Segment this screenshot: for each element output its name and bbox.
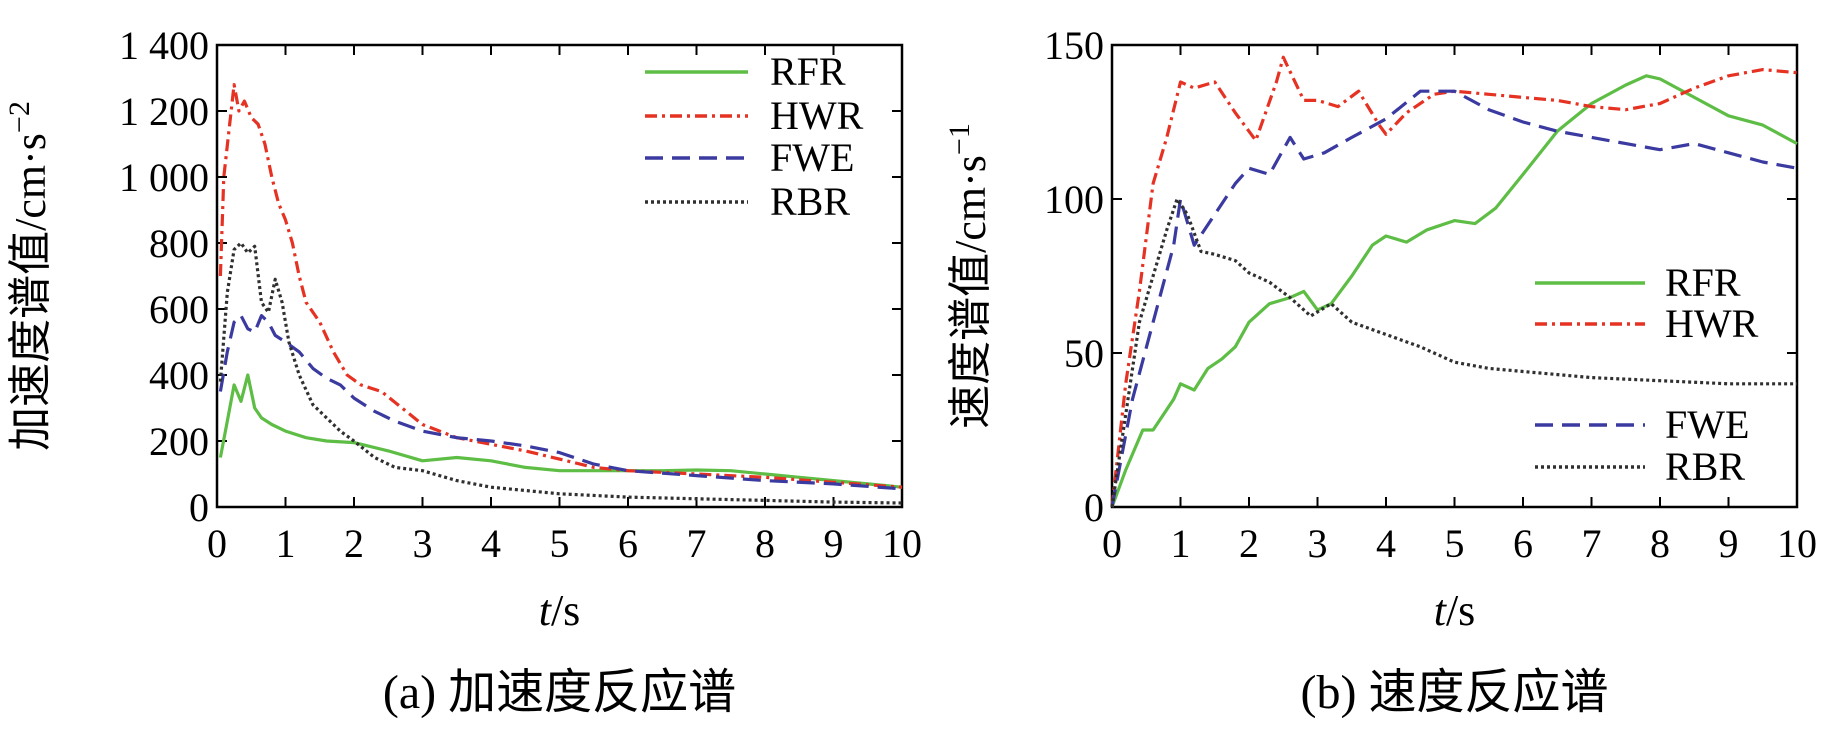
legend-label-hwr: HWR: [770, 93, 864, 138]
legend-label-rfr: RFR: [1665, 260, 1741, 305]
series-line-rfr: [1110, 74, 1798, 508]
y-tick-label: 600: [149, 287, 209, 332]
x-tick-label: 1: [276, 521, 296, 566]
chart-caption: (a) 加速度反应谱: [383, 666, 736, 719]
x-tick-label: 9: [824, 521, 844, 566]
y-tick-label: 800: [149, 221, 209, 266]
legend-label-rbr: RBR: [1665, 444, 1745, 489]
y-tick-label: 1 200: [119, 89, 209, 134]
chart-panel-b: 0 1 2 3 4 5 6 7 8 9 10050100150RFRHWRFWERBR速度谱值/cm…: [943, 23, 1817, 719]
y-tick-label: 1 400: [119, 23, 209, 68]
x-tick-label: 0: [1102, 521, 1122, 566]
x-axis-title: t/s: [539, 586, 581, 635]
y-tick-label: 100: [1044, 177, 1104, 222]
x-tick-label: 8: [1650, 521, 1670, 566]
x-tick-label: 5: [550, 521, 570, 566]
x-tick-label: 8: [755, 521, 775, 566]
series-line-hwr: [218, 83, 903, 489]
x-tick-label: 4: [1376, 521, 1396, 566]
x-tick-label: 2: [1239, 521, 1259, 566]
x-tick-label: 1: [1171, 521, 1191, 566]
y-tick-label: 1 000: [119, 155, 209, 200]
legend-label-hwr: HWR: [1665, 301, 1759, 346]
y-tick-label: 0: [1084, 485, 1104, 530]
x-tick-label: 9: [1719, 521, 1739, 566]
x-tick-label: 10: [882, 521, 922, 566]
legend-label-rfr: RFR: [770, 49, 846, 94]
legend-label-rbr: RBR: [770, 179, 850, 224]
series-line-rbr: [218, 241, 903, 505]
x-tick-label: 6: [1513, 521, 1533, 566]
x-tick-label: 3: [413, 521, 433, 566]
y-tick-label: 400: [149, 353, 209, 398]
series-line-rfr: [218, 373, 903, 489]
y-tick-label: 150: [1044, 23, 1104, 68]
x-tick-label: 2: [344, 521, 364, 566]
x-tick-label: 3: [1308, 521, 1328, 566]
x-tick-label: 10: [1777, 521, 1817, 566]
x-tick-label: 5: [1445, 521, 1465, 566]
y-axis-title: 加速度谱值/cm·s−2: [3, 101, 55, 451]
legend-label-fwe: FWE: [1665, 402, 1749, 447]
x-tick-label: 0: [207, 521, 227, 566]
x-tick-label: 7: [1582, 521, 1602, 566]
series-line-rbr: [1110, 197, 1797, 508]
x-tick-label: 7: [687, 521, 707, 566]
chart-caption: (b) 速度反应谱: [1301, 666, 1609, 719]
chart-panel-a: 0 1 2 3 4 5 6 7 8 9 10 0 200 400 600 800 1 000 1 200 1 400…: [3, 23, 922, 719]
legend-label-fwe: FWE: [770, 135, 854, 180]
y-tick-label: 50: [1064, 331, 1104, 376]
x-tick-label: 6: [618, 521, 638, 566]
x-tick-label: 4: [481, 521, 501, 566]
series-line-fwe: [1110, 89, 1798, 508]
y-axis-title: 速度谱值/cm·s−1: [943, 123, 995, 429]
series-line-hwr: [1110, 55, 1798, 508]
series-line-fwe: [218, 314, 903, 491]
y-tick-label: 200: [149, 419, 209, 464]
y-tick-label: 0: [189, 485, 209, 530]
x-axis-title: t/s: [1434, 586, 1476, 635]
